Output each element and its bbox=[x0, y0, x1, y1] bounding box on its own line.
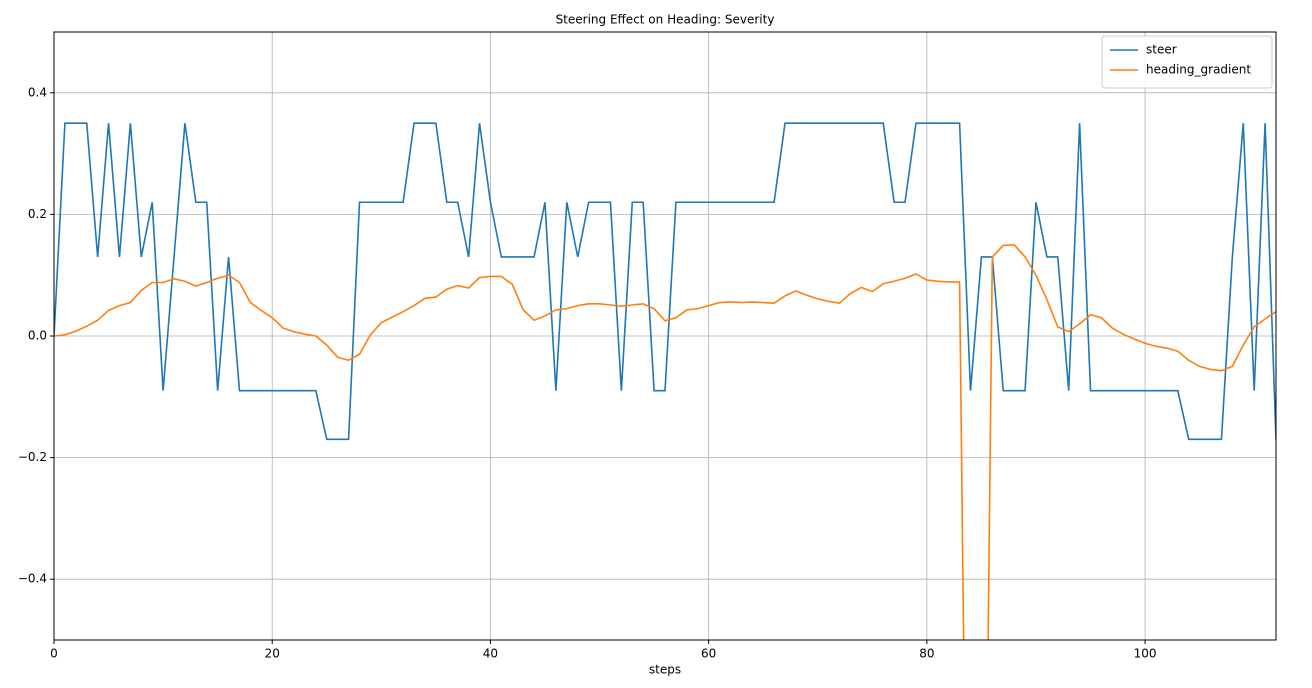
legend: steer heading_gradient bbox=[1101, 35, 1273, 89]
x-axis-label: steps bbox=[649, 663, 681, 677]
x-tick-label: 20 bbox=[265, 647, 280, 661]
x-tick-label: 0 bbox=[50, 647, 58, 661]
x-tick-label: 100 bbox=[1134, 647, 1157, 661]
x-tick-label: 80 bbox=[919, 647, 934, 661]
y-tick-label: 0.2 bbox=[28, 207, 47, 221]
y-tick-label: 0.0 bbox=[28, 329, 47, 343]
legend-label: heading_gradient bbox=[1146, 63, 1251, 77]
x-tick-label: 40 bbox=[483, 647, 498, 661]
x-tick-label: 60 bbox=[701, 647, 716, 661]
legend-label: steer bbox=[1146, 43, 1177, 57]
legend-box bbox=[1101, 35, 1273, 89]
series-line bbox=[54, 122, 1276, 441]
y-tick-label: −0.4 bbox=[18, 572, 47, 586]
y-tick-label: −0.2 bbox=[18, 450, 47, 464]
grid bbox=[53, 32, 1276, 640]
chart-title: Steering Effect on Heading: Severity bbox=[556, 13, 775, 27]
y-tick-label: 0.4 bbox=[28, 85, 47, 99]
plot-area bbox=[54, 122, 1276, 640]
series-line bbox=[54, 243, 1276, 640]
